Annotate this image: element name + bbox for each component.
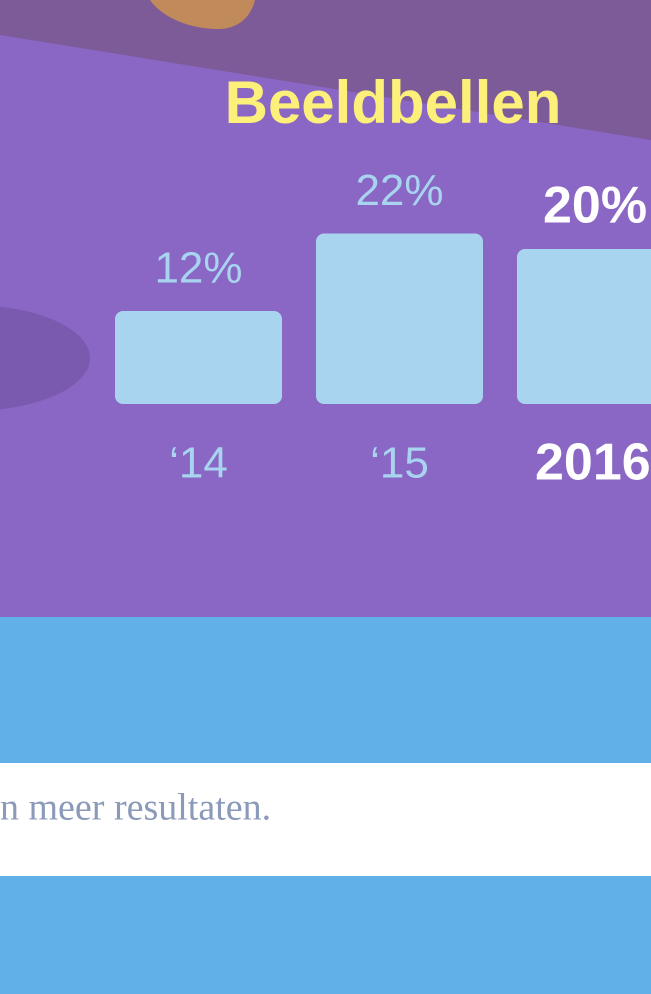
footer-text: n meer resultaten. <box>0 787 271 829</box>
x-tick-label: ‘15 <box>370 439 429 488</box>
bar <box>517 249 651 404</box>
x-tick-label: ‘14 <box>169 439 228 488</box>
message-box <box>0 763 651 876</box>
bar-chart: 12% ‘14 22% ‘15 20% 2016 <box>115 166 651 492</box>
band <box>0 617 651 763</box>
value-label: 12% <box>154 244 242 293</box>
value-label: 22% <box>355 166 443 215</box>
x-tick-label: 2016 <box>535 434 651 492</box>
bar <box>316 233 483 404</box>
value-label: 20% <box>543 177 647 235</box>
band <box>0 876 651 994</box>
top-band <box>0 0 651 140</box>
decoration <box>150 0 255 30</box>
bar <box>115 311 282 404</box>
chart-title: Beeldbellen <box>225 69 562 136</box>
decoration <box>0 306 90 410</box>
